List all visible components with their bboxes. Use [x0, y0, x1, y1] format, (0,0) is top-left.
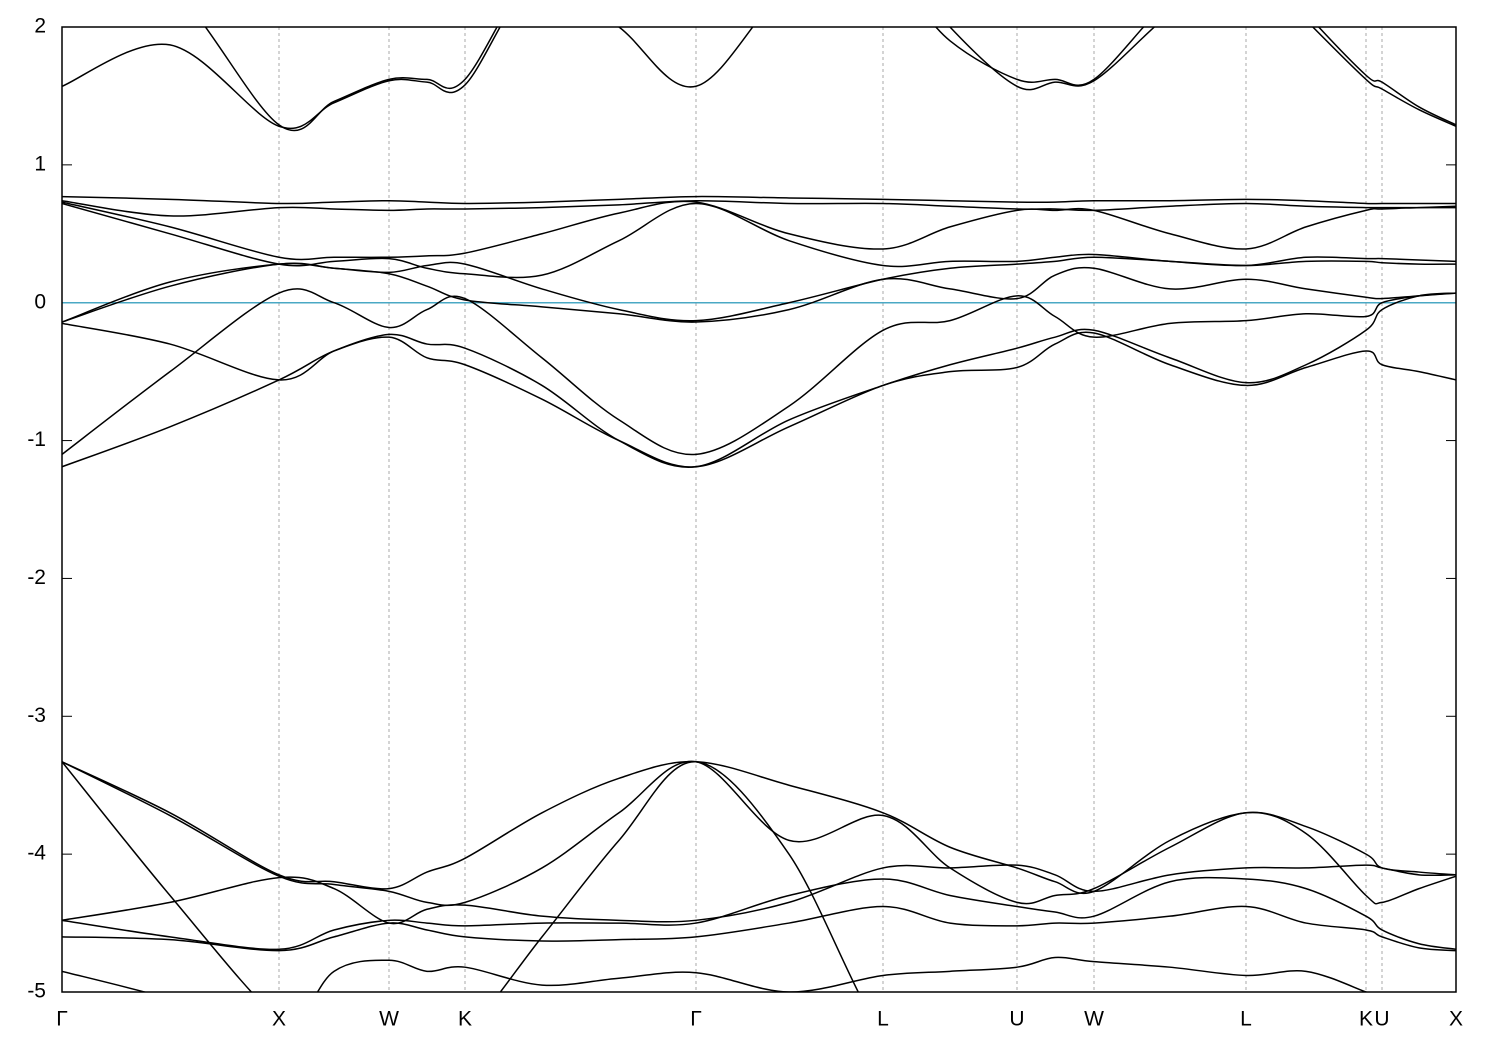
band-line: [62, 288, 1456, 456]
band-line: [62, 199, 1456, 217]
band-line: [62, 864, 1456, 925]
x-tick-label: W: [1084, 1008, 1104, 1031]
band-line: [204, 27, 1456, 132]
y-tick-label: -5: [27, 980, 46, 1003]
x-tick-label: L: [877, 1008, 889, 1031]
y-tick-label: 2: [34, 15, 46, 38]
x-tick-label: K: [458, 1008, 472, 1031]
y-tick-label: -3: [27, 704, 46, 727]
band-line: [62, 256, 1456, 323]
y-tick-label: -4: [27, 842, 46, 865]
band-line: [62, 292, 1456, 468]
band-line: [62, 761, 1456, 895]
plot-frame: [61, 26, 1457, 993]
band-line: [62, 195, 1456, 205]
band-line: [62, 905, 1456, 952]
band-line: [62, 202, 1456, 279]
x-tick-label: X: [1449, 1008, 1463, 1031]
band-line: [62, 760, 1456, 907]
band-line: [62, 27, 1456, 129]
x-tick-label: K: [1359, 1008, 1373, 1031]
x-tick-label: Γ: [56, 1008, 68, 1031]
x-tick-label: U: [1009, 1008, 1024, 1031]
x-tick-label: X: [272, 1008, 286, 1031]
x-tick-label: L: [1240, 1008, 1252, 1031]
band-line: [62, 876, 1456, 951]
band-line: [62, 761, 860, 992]
y-tick-label: -2: [27, 566, 46, 589]
y-tick-label: 0: [34, 290, 46, 313]
y-tick-label: 1: [34, 152, 46, 175]
y-tick-label: -1: [27, 428, 46, 451]
x-tick-label: U: [1374, 1008, 1389, 1031]
x-tick-label: W: [379, 1008, 399, 1031]
x-tick-label: Γ: [690, 1008, 702, 1031]
band-line: [62, 200, 1456, 261]
band-line: [62, 956, 1369, 992]
bands: [62, 27, 1456, 992]
